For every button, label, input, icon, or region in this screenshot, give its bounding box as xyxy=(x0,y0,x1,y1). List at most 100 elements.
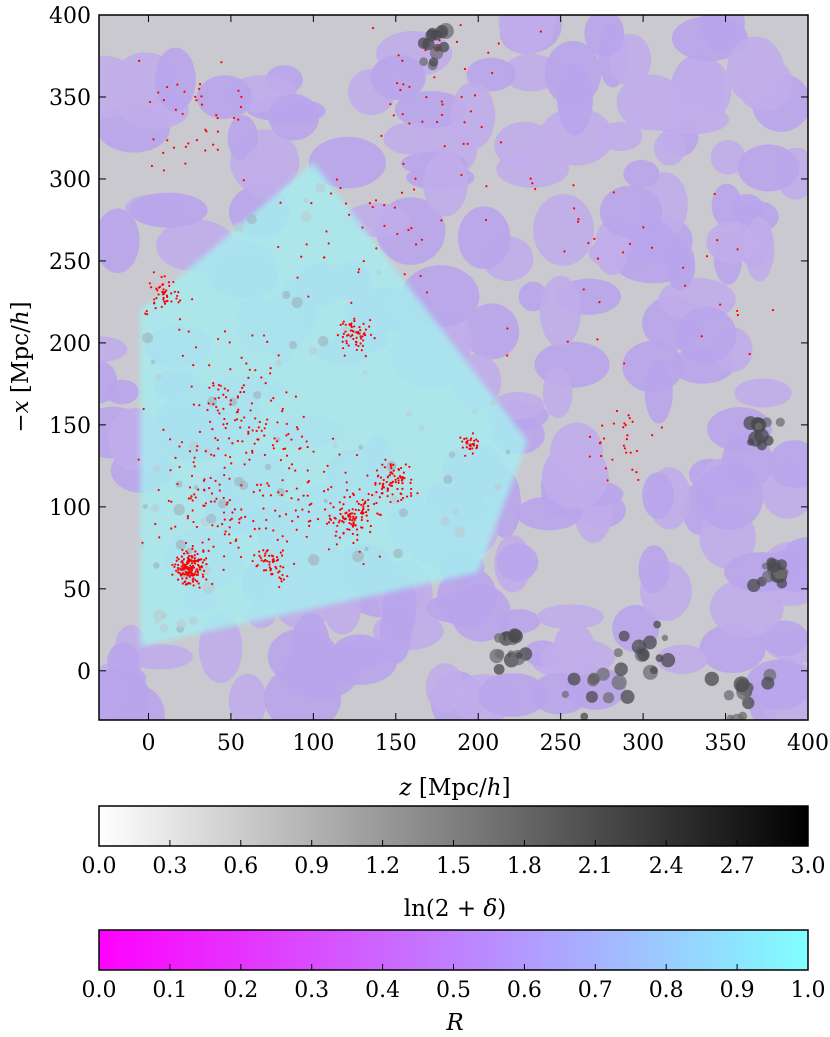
galaxy-point xyxy=(576,220,580,223)
galaxy-point xyxy=(229,541,232,545)
galaxy-point xyxy=(471,443,474,446)
galaxy-point xyxy=(310,202,313,205)
dark-filament xyxy=(493,663,505,675)
galaxy-point xyxy=(225,422,229,425)
galaxy-point xyxy=(152,271,155,274)
void-cell xyxy=(726,36,785,104)
galaxy-point xyxy=(190,474,194,477)
dark-filament xyxy=(494,649,505,659)
footprint-web xyxy=(204,447,212,455)
galaxy-point xyxy=(381,492,384,495)
galaxy-point xyxy=(268,560,271,564)
galaxy-point xyxy=(240,516,243,519)
galaxy-point xyxy=(596,338,599,341)
colorbar-density-tick-label: 1.8 xyxy=(507,854,542,879)
galaxy-point xyxy=(388,483,391,486)
galaxy-point xyxy=(369,333,373,336)
galaxy-point xyxy=(344,471,347,474)
galaxy-point xyxy=(161,290,164,293)
galaxy-point xyxy=(216,337,220,341)
void-cell xyxy=(155,47,196,112)
galaxy-point xyxy=(350,322,353,325)
galaxy-point xyxy=(179,299,182,302)
galaxy-point xyxy=(372,502,376,506)
galaxy-point xyxy=(280,494,284,497)
void-cell xyxy=(644,359,673,424)
galaxy-point xyxy=(419,274,422,278)
galaxy-point xyxy=(381,485,384,489)
galaxy-point xyxy=(401,478,404,481)
plot-frame xyxy=(98,14,809,721)
galaxy-point xyxy=(217,396,220,399)
galaxy-point xyxy=(736,313,739,317)
galaxy-point xyxy=(245,451,248,454)
galaxy-point xyxy=(409,492,413,495)
footprint-web xyxy=(152,465,161,473)
colorbar-r-tick-label: 0.5 xyxy=(436,978,471,1003)
galaxy-point xyxy=(224,396,228,399)
colorbar-density-tick-label: 2.1 xyxy=(578,854,613,879)
y-tick-label: 350 xyxy=(49,86,91,111)
footprint-web xyxy=(376,269,382,275)
galaxy-point xyxy=(602,437,606,440)
galaxy-point xyxy=(290,438,293,441)
galaxy-point xyxy=(218,412,221,415)
galaxy-point xyxy=(180,555,183,558)
galaxy-point xyxy=(226,501,229,504)
galaxy-point xyxy=(386,488,390,491)
galaxy-point xyxy=(262,549,265,552)
galaxy-point xyxy=(718,303,722,306)
void-cell xyxy=(99,667,151,720)
galaxy-point xyxy=(713,192,716,196)
galaxy-point xyxy=(357,502,360,506)
galaxy-point xyxy=(242,390,246,394)
galaxy-point xyxy=(344,202,348,205)
void-cell xyxy=(539,275,581,348)
void-cell xyxy=(542,366,573,418)
galaxy-point xyxy=(352,515,355,518)
galaxy-point xyxy=(271,444,275,447)
galaxy-point xyxy=(229,518,232,522)
void-cell xyxy=(710,139,746,175)
galaxy-point xyxy=(162,98,165,102)
galaxy-point xyxy=(360,518,363,522)
galaxy-point xyxy=(264,527,268,530)
galaxy-point xyxy=(230,517,233,520)
galaxy-point xyxy=(268,554,271,557)
galaxy-point xyxy=(164,290,167,294)
galaxy-point xyxy=(353,519,356,522)
galaxy-point xyxy=(322,470,326,473)
galaxy-point xyxy=(194,570,197,573)
void-cell xyxy=(745,659,808,710)
galaxy-point xyxy=(325,230,328,233)
galaxy-point xyxy=(180,560,183,564)
galaxy-point xyxy=(198,83,202,86)
galaxy-point xyxy=(240,95,243,98)
galaxy-point xyxy=(330,485,333,489)
galaxy-point xyxy=(173,565,176,568)
galaxy-point xyxy=(337,521,340,524)
galaxy-point xyxy=(158,536,161,539)
galaxy-point xyxy=(389,463,392,466)
galaxy-point xyxy=(380,487,384,490)
galaxy-point xyxy=(628,242,632,245)
galaxy-point xyxy=(350,519,354,522)
galaxy-point xyxy=(274,509,277,512)
galaxy-point xyxy=(375,469,379,472)
galaxy-point xyxy=(202,504,205,507)
galaxy-point xyxy=(358,488,361,491)
galaxy-point xyxy=(463,67,467,71)
void-cell xyxy=(99,208,140,274)
galaxy-point xyxy=(361,335,364,338)
dark-filament xyxy=(431,29,442,41)
galaxy-point xyxy=(383,466,386,469)
galaxy-point xyxy=(326,488,330,491)
galaxy-point xyxy=(331,437,335,440)
galaxy-point xyxy=(198,586,201,589)
galaxy-point xyxy=(152,298,156,301)
density-map xyxy=(99,15,808,720)
galaxy-point xyxy=(460,173,463,177)
galaxy-point xyxy=(232,116,236,120)
galaxy-point xyxy=(243,463,246,466)
